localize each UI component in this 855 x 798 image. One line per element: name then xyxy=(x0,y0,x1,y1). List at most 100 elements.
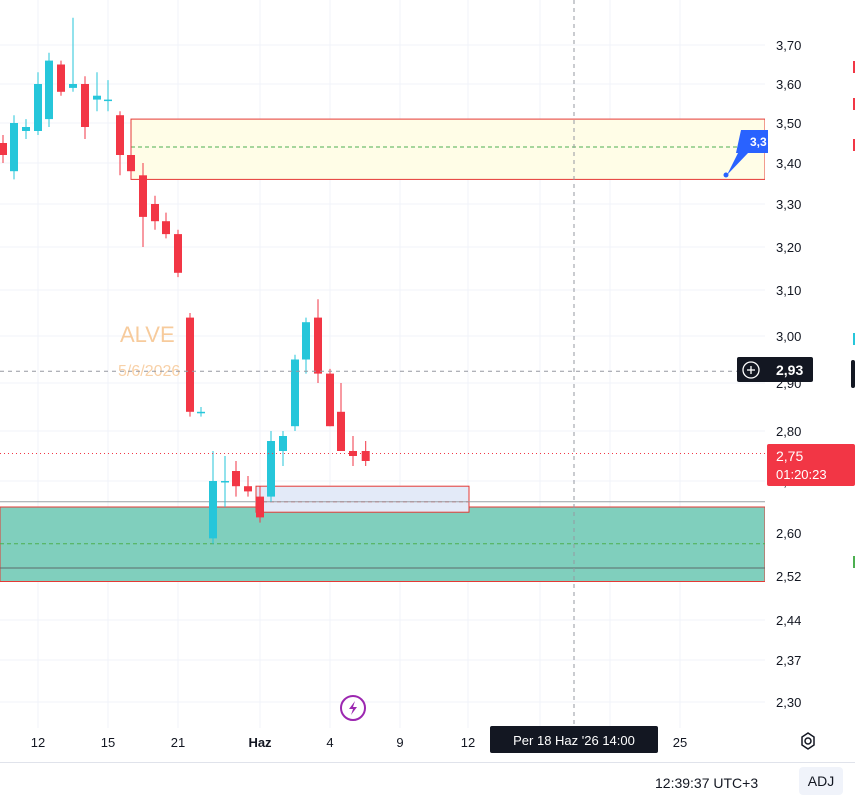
candle[interactable] xyxy=(151,195,159,230)
candle[interactable] xyxy=(302,317,310,374)
price-tick-label: 3,40 xyxy=(776,156,801,171)
candle-body xyxy=(151,204,159,222)
candle[interactable] xyxy=(197,407,205,417)
candle-body xyxy=(22,127,30,131)
candle[interactable] xyxy=(69,17,77,92)
candle[interactable] xyxy=(174,229,182,278)
candle[interactable] xyxy=(337,383,345,451)
axis-labels: Per 18 Haz '26 14:00 2,93 2,75 01:20:23 3,3 xyxy=(490,130,855,753)
plus-circle-icon[interactable] xyxy=(742,361,760,379)
price-tick-label: 3,50 xyxy=(776,116,801,131)
status-bar: 12:39:37 UTC+3 ADJ xyxy=(0,762,855,798)
edge-marker xyxy=(853,139,855,151)
candle[interactable] xyxy=(0,135,7,163)
clock-readout: 12:39:37 UTC+3 xyxy=(655,775,759,791)
candle[interactable] xyxy=(104,80,112,112)
price-alert-marker[interactable]: 3,3 xyxy=(723,130,769,178)
candle-body xyxy=(93,95,101,100)
candle[interactable] xyxy=(127,143,135,180)
candle[interactable] xyxy=(34,72,42,135)
candle-body xyxy=(127,155,135,172)
settings-gear-icon[interactable] xyxy=(798,731,818,751)
candle-body xyxy=(244,486,252,492)
supply-zone[interactable] xyxy=(130,118,766,180)
date-watermark: 5/6/2026 xyxy=(118,363,180,380)
time-tick-label: 15 xyxy=(101,735,115,750)
candle[interactable] xyxy=(116,111,124,176)
countdown-label: 01:20:23 xyxy=(776,467,827,482)
time-tick-label: 25 xyxy=(673,735,687,750)
time-tick-label: 4 xyxy=(326,735,333,750)
candle[interactable] xyxy=(139,163,147,247)
edge-marker xyxy=(853,333,855,345)
crosshair-price-label: 2,93 xyxy=(776,362,803,378)
price-tick-label: 2,60 xyxy=(776,526,801,541)
candle[interactable] xyxy=(57,60,65,96)
candle-body xyxy=(256,496,264,518)
price-tick-label: 3,30 xyxy=(776,197,801,212)
candles[interactable] xyxy=(0,17,370,544)
price-tick-label: 3,10 xyxy=(776,283,801,298)
candle[interactable] xyxy=(279,431,287,466)
candle-body xyxy=(45,60,53,120)
time-tick-label: 9 xyxy=(396,735,403,750)
candle-body xyxy=(186,317,194,412)
reference-lines xyxy=(0,0,765,728)
last-price-box xyxy=(767,444,855,486)
candle-body xyxy=(69,84,77,88)
candle[interactable] xyxy=(256,486,264,523)
price-tick-label: 2,37 xyxy=(776,653,801,668)
candle-body xyxy=(57,64,65,92)
candle-body xyxy=(10,123,18,172)
candle[interactable] xyxy=(10,115,18,180)
candle-body xyxy=(197,411,205,414)
price-tick-label: 2,44 xyxy=(776,613,801,628)
candle-body xyxy=(116,115,124,155)
candle[interactable] xyxy=(244,476,252,497)
candle-body xyxy=(162,221,170,235)
grid-lines xyxy=(0,0,765,728)
price-tick-label: 2,80 xyxy=(776,424,801,439)
crosshair-date-box xyxy=(490,726,658,753)
price-tick-label: 3,20 xyxy=(776,240,801,255)
price-tick-label: 3,70 xyxy=(776,38,801,53)
candle-body xyxy=(34,84,42,131)
crosshair-date-label: Per 18 Haz '26 14:00 xyxy=(513,733,635,748)
lightning-icon[interactable] xyxy=(340,695,366,721)
candle[interactable] xyxy=(81,76,89,139)
edge-marker xyxy=(853,98,855,110)
candle[interactable] xyxy=(361,441,370,466)
edge-marker xyxy=(853,556,855,568)
candle-body xyxy=(291,359,299,427)
time-axis[interactable]: 12 15 21 Haz 4 9 12 25 xyxy=(31,735,687,750)
price-tick-label: 3,00 xyxy=(776,329,801,344)
candle[interactable] xyxy=(45,52,53,127)
time-tick-label: Haz xyxy=(248,735,272,750)
candle-body xyxy=(104,99,112,102)
candle-body xyxy=(0,143,7,155)
time-tick-label: 12 xyxy=(31,735,45,750)
candle[interactable] xyxy=(93,72,101,112)
candle-body xyxy=(361,451,370,461)
adj-button[interactable]: ADJ xyxy=(799,767,843,795)
candle[interactable] xyxy=(186,313,194,417)
candle[interactable] xyxy=(291,354,299,431)
candle-body xyxy=(209,481,217,539)
time-tick-label: 12 xyxy=(461,735,475,750)
candle[interactable] xyxy=(232,461,240,497)
zones xyxy=(0,118,766,582)
candle-body xyxy=(221,481,229,483)
candle[interactable] xyxy=(267,431,275,502)
candle[interactable] xyxy=(209,451,217,544)
candle[interactable] xyxy=(162,212,170,239)
candle[interactable] xyxy=(349,436,357,466)
candle[interactable] xyxy=(326,368,334,427)
price-tick-label: 2,30 xyxy=(776,695,801,710)
candle[interactable] xyxy=(22,119,30,139)
candle-body xyxy=(174,234,182,273)
candle[interactable] xyxy=(221,456,229,507)
candle-body xyxy=(302,322,310,360)
small-zone[interactable] xyxy=(255,485,470,513)
candle[interactable] xyxy=(314,299,322,383)
